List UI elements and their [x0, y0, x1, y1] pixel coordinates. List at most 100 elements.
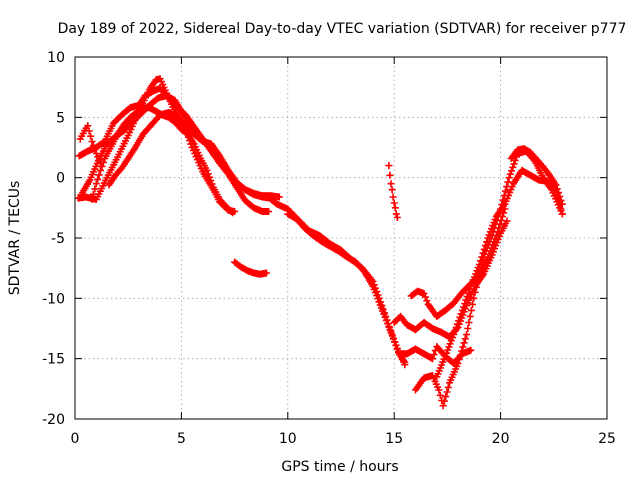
data-point — [555, 189, 562, 197]
data-point — [85, 127, 93, 135]
data-point — [556, 193, 564, 200]
data-series — [231, 258, 270, 278]
x-tick-label: 15 — [385, 431, 403, 447]
y-tick-labels: -20 -15 -10 -5 0 5 10 — [42, 50, 65, 428]
data-point — [430, 351, 438, 359]
data-series — [412, 147, 566, 410]
data-series — [88, 104, 236, 217]
data-point — [475, 261, 483, 268]
data-point — [393, 214, 401, 221]
data-point — [480, 245, 488, 253]
data-point — [458, 347, 466, 355]
data-point — [461, 300, 469, 307]
data-point — [94, 175, 102, 183]
data-point — [463, 293, 471, 301]
y-tick-label: 0 — [56, 171, 65, 187]
data-point — [481, 242, 489, 250]
data-point — [510, 160, 518, 168]
data-point — [557, 205, 565, 213]
data-point — [84, 122, 92, 130]
axis-ticks — [74, 56, 608, 420]
data-point — [483, 238, 491, 246]
data-point — [470, 294, 478, 302]
data-point — [92, 180, 100, 188]
data-point — [460, 339, 468, 347]
x-tick-labels: 0 5 10 15 20 25 — [71, 431, 616, 447]
data-point — [478, 253, 486, 261]
data-point — [502, 187, 509, 195]
data-point — [459, 343, 467, 351]
data-series — [284, 210, 409, 369]
data-point — [467, 346, 475, 354]
data-point — [87, 132, 95, 140]
data-point — [508, 167, 515, 175]
data-points — [74, 75, 566, 410]
data-point — [263, 269, 270, 277]
data-point — [97, 166, 104, 174]
data-point — [208, 180, 216, 188]
y-tick-label: -10 — [42, 291, 65, 307]
data-point — [429, 355, 436, 363]
data-point — [95, 156, 103, 164]
data-point — [455, 317, 463, 325]
chart-title: Day 189 of 2022, Sidereal Day-to-day VTE… — [58, 21, 627, 37]
data-point — [89, 142, 97, 149]
data-point — [391, 204, 399, 212]
data-point — [440, 397, 448, 405]
data-point — [457, 351, 464, 359]
data-point — [443, 388, 451, 396]
x-axis-title: GPS time / hours — [281, 459, 398, 475]
data-point — [553, 185, 561, 193]
y-tick-label: 5 — [56, 110, 65, 126]
data-series — [76, 122, 104, 167]
x-tick-label: 20 — [492, 431, 510, 447]
y-axis-title: SDTVAR / TECUs — [7, 181, 23, 296]
data-point — [88, 195, 96, 203]
data-point — [99, 158, 107, 166]
data-point — [460, 303, 467, 311]
data-point — [477, 257, 484, 265]
data-point — [442, 393, 450, 401]
data-point — [435, 386, 443, 394]
x-tick-label: 25 — [598, 431, 616, 447]
data-point — [506, 170, 514, 178]
y-tick-label: 10 — [47, 50, 65, 66]
data-point — [439, 402, 447, 410]
data-series — [263, 192, 409, 366]
data-point — [467, 306, 475, 314]
x-tick-label: 10 — [279, 431, 297, 447]
data-point — [472, 283, 480, 291]
data-point — [387, 180, 395, 188]
data-point — [88, 138, 96, 145]
data-point — [456, 313, 464, 321]
data-point — [444, 383, 452, 391]
data-point — [473, 267, 481, 275]
data-series — [507, 145, 566, 208]
data-point — [386, 171, 394, 179]
data-point — [469, 300, 477, 308]
data-point — [505, 174, 513, 182]
data-point — [275, 193, 283, 201]
data-point — [89, 190, 97, 198]
data-point — [558, 200, 566, 208]
data-point — [471, 288, 479, 296]
x-tick-label: 5 — [177, 431, 186, 447]
data-point — [436, 391, 444, 399]
data-point — [458, 306, 466, 314]
data-point — [92, 150, 100, 157]
data-point — [504, 178, 512, 186]
data-point — [464, 325, 472, 332]
data-point — [462, 296, 470, 304]
y-tick-label: -15 — [42, 352, 65, 368]
data-point — [552, 181, 560, 189]
data-point — [511, 156, 519, 164]
data-point — [388, 186, 396, 194]
data-point — [203, 166, 211, 174]
grid — [75, 57, 607, 419]
data-point — [91, 185, 99, 193]
data-point — [98, 162, 106, 170]
data-point — [466, 286, 474, 294]
data-point — [204, 170, 212, 178]
y-tick-label: -20 — [42, 412, 65, 428]
data-point — [265, 208, 273, 215]
